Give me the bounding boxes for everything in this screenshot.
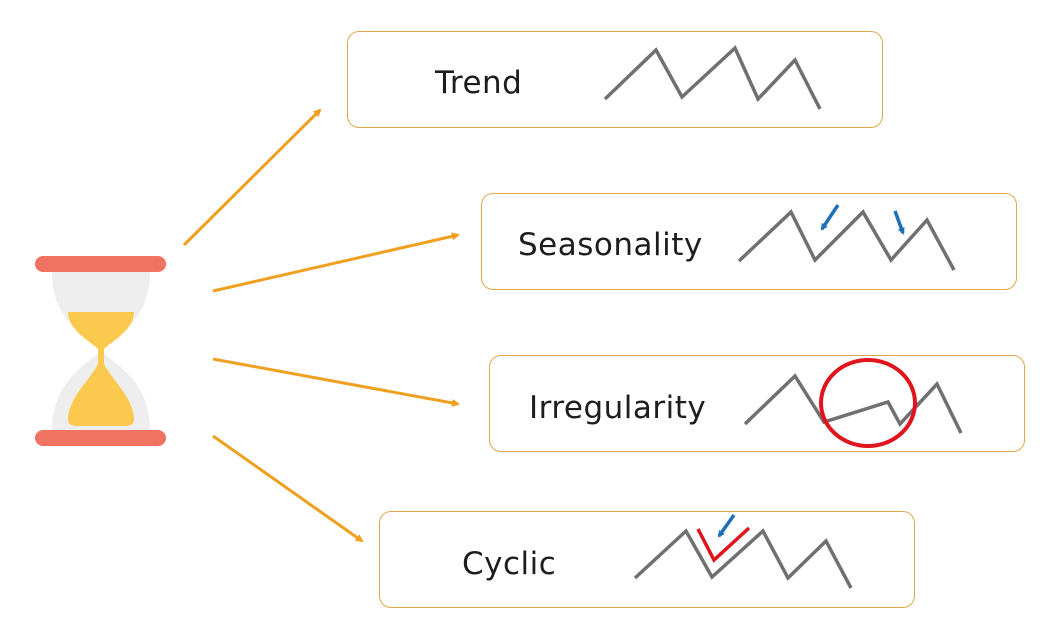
trend-wave	[603, 45, 822, 110]
cyclic-pointer-arrow	[717, 513, 736, 538]
seasonality-pointer-arrow-2	[893, 210, 905, 235]
arrow-to-trend	[182, 108, 322, 247]
cyclic-highlight-v	[696, 526, 751, 563]
arrow-to-cyclic	[212, 434, 364, 543]
arrow-to-irregularity	[212, 357, 460, 407]
irregularity-wave	[743, 373, 963, 434]
trend-box	[347, 31, 883, 128]
hourglass-icon	[35, 256, 166, 446]
seasonality-label: Seasonality	[518, 227, 703, 263]
irregularity-highlight-circle	[819, 358, 917, 448]
cyclic-box	[379, 511, 915, 608]
seasonality-box	[481, 193, 1017, 290]
seasonality-wave	[737, 209, 956, 271]
cyclic-label: Cyclic	[462, 546, 557, 582]
trend-label: Trend	[435, 65, 523, 101]
irregularity-box	[489, 355, 1025, 452]
arrow-to-seasonality	[212, 232, 460, 293]
irregularity-label: Irregularity	[529, 390, 707, 426]
cyclic-wave	[633, 528, 853, 589]
seasonality-pointer-arrow-1	[820, 204, 840, 231]
